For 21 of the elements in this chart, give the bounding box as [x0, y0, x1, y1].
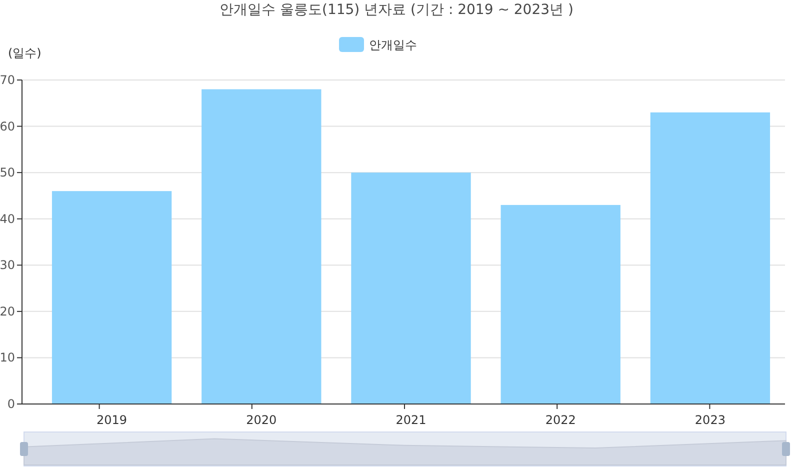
- x-tick-label: 2022: [545, 413, 576, 427]
- y-tick-label: 10: [0, 350, 15, 365]
- y-tick-label: 70: [0, 73, 15, 87]
- bar: [500, 204, 620, 404]
- x-tick-label: 2019: [96, 413, 128, 427]
- bar: [52, 191, 172, 404]
- bar: [202, 89, 322, 404]
- x-tick-label: 2023: [694, 413, 726, 427]
- bar: [351, 172, 471, 404]
- bar: [650, 112, 770, 404]
- y-tick-label: 20: [0, 304, 15, 318]
- y-tick-label: 60: [0, 119, 15, 134]
- y-tick-label: 30: [0, 258, 15, 272]
- y-tick-label: 50: [0, 166, 15, 180]
- chart-title: 안개일수 울릉도(115) 년자료 (기간 : 2019 ~ 2023년 ): [220, 2, 574, 18]
- y-tick-label: 40: [0, 212, 15, 226]
- x-tick-label: 2021: [396, 413, 426, 427]
- y-tick-label: 0: [7, 397, 15, 411]
- x-tick-label: 2020: [246, 413, 277, 427]
- legend-label: 안개일수: [369, 38, 417, 52]
- y-axis-title: (일수): [8, 46, 42, 60]
